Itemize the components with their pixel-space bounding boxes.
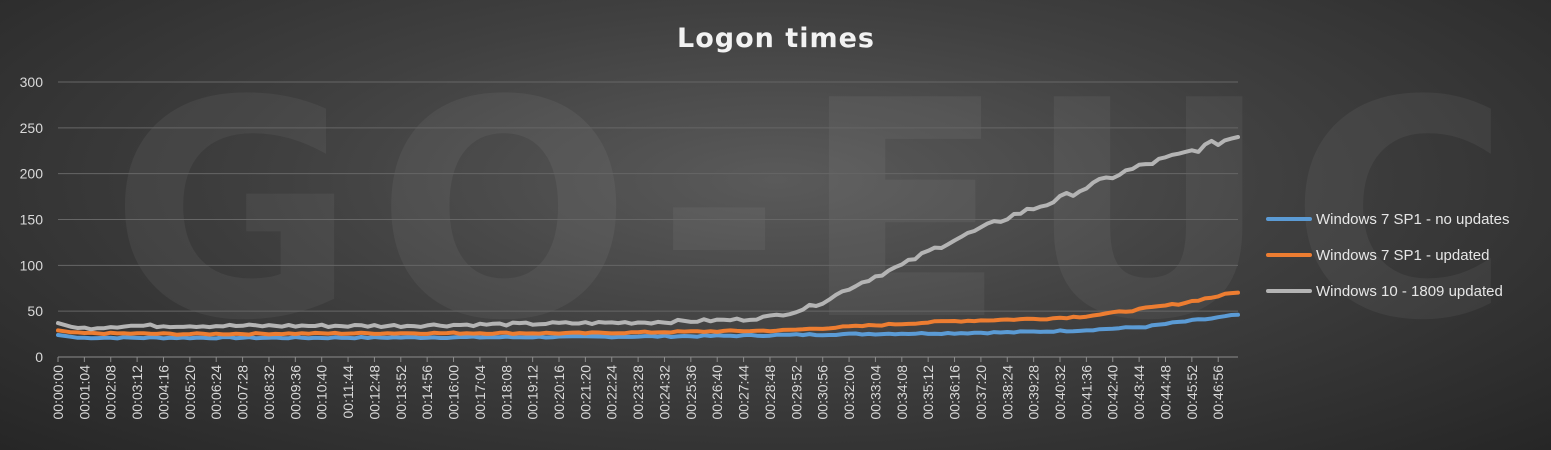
y-tick-label: 150 <box>20 212 44 228</box>
legend-label-1: Windows 7 SP1 - no updates <box>1316 211 1509 228</box>
y-tick-label: 0 <box>35 349 43 365</box>
y-tick-label: 200 <box>20 166 44 182</box>
x-tick-label: 00:29:52 <box>788 365 804 420</box>
x-tick-label: 00:02:08 <box>103 365 119 420</box>
x-tick-label: 00:01:04 <box>76 365 92 420</box>
x-tick-label: 00:45:52 <box>1184 365 1200 420</box>
x-tick-label: 00:28:48 <box>762 365 778 420</box>
x-tick-label: 00:12:48 <box>366 365 382 420</box>
x-tick-label: 00:46:56 <box>1210 365 1226 420</box>
x-tick-label: 00:05:20 <box>182 365 198 420</box>
x-tick-label: 00:22:24 <box>604 365 620 420</box>
y-tick-label: 100 <box>20 257 44 273</box>
x-tick-label: 00:21:20 <box>577 365 593 420</box>
x-tick-label: 00:14:56 <box>419 365 435 420</box>
x-axis: 00:00:00 00:01:04 00:02:08 00:03:12 00:04:16… <box>50 357 1226 420</box>
x-tick-label: 00:04:16 <box>155 365 171 420</box>
y-tick-label: 250 <box>20 120 44 136</box>
x-tick-label: 00:42:40 <box>1105 365 1121 420</box>
x-tick-label: 00:44:48 <box>1157 365 1173 420</box>
x-tick-label: 00:26:40 <box>709 365 725 420</box>
y-tick-label: 50 <box>27 303 43 319</box>
legend: Windows 7 SP1 - no updates Windows 7 SP1 … <box>1266 211 1509 300</box>
x-tick-label: 00:41:36 <box>1078 365 1094 420</box>
x-tick-label: 00:30:56 <box>815 365 831 420</box>
series-line-3 <box>56 135 1240 332</box>
x-tick-label: 00:43:44 <box>1131 365 1147 420</box>
x-tick-label: 00:25:36 <box>683 365 699 420</box>
legend-label-2: Windows 7 SP1 - updated <box>1316 247 1489 264</box>
x-tick-label: 00:24:32 <box>656 365 672 420</box>
x-tick-label: 00:20:16 <box>551 365 567 420</box>
x-tick-label: 00:13:52 <box>393 365 409 420</box>
x-tick-label: 00:40:32 <box>1052 365 1068 420</box>
y-axis: 0 50 100 150 200 250 300 <box>20 74 44 365</box>
x-tick-label: 00:37:20 <box>973 365 989 420</box>
series-group <box>56 135 1240 341</box>
legend-label-3: Windows 10 - 1809 updated <box>1316 283 1503 300</box>
x-tick-label: 00:10:40 <box>314 365 330 420</box>
x-tick-label: 00:08:32 <box>261 365 277 420</box>
x-tick-label: 00:06:24 <box>208 365 224 420</box>
x-tick-label: 00:17:04 <box>472 365 488 420</box>
x-tick-label: 00:36:16 <box>947 365 963 420</box>
x-tick-label: 00:19:12 <box>525 365 541 420</box>
y-tick-label: 300 <box>20 74 44 90</box>
x-tick-label: 00:09:36 <box>287 365 303 420</box>
gridlines <box>58 81 1238 358</box>
x-tick-label: 00:39:28 <box>1026 365 1042 420</box>
x-tick-label: 00:34:08 <box>894 365 910 420</box>
x-tick-label: 00:18:08 <box>498 365 514 420</box>
x-tick-label: 00:32:00 <box>841 365 857 420</box>
x-tick-label: 00:03:12 <box>129 365 145 420</box>
x-tick-label: 00:07:28 <box>235 365 251 420</box>
x-tick-label: 00:16:00 <box>446 365 462 420</box>
series-line-1 <box>56 312 1240 341</box>
x-tick-label: 00:33:04 <box>867 365 883 420</box>
x-tick-label: 00:00:00 <box>50 365 66 420</box>
x-tick-label: 00:38:24 <box>999 365 1015 420</box>
x-tick-label: 00:23:28 <box>630 365 646 420</box>
x-tick-label: 00:27:44 <box>736 365 752 420</box>
x-tick-label: 00:35:12 <box>920 365 936 420</box>
chart-title: Logon times <box>677 23 875 54</box>
series-line-2 <box>56 290 1240 337</box>
x-tick-label: 00:11:44 <box>340 365 356 419</box>
